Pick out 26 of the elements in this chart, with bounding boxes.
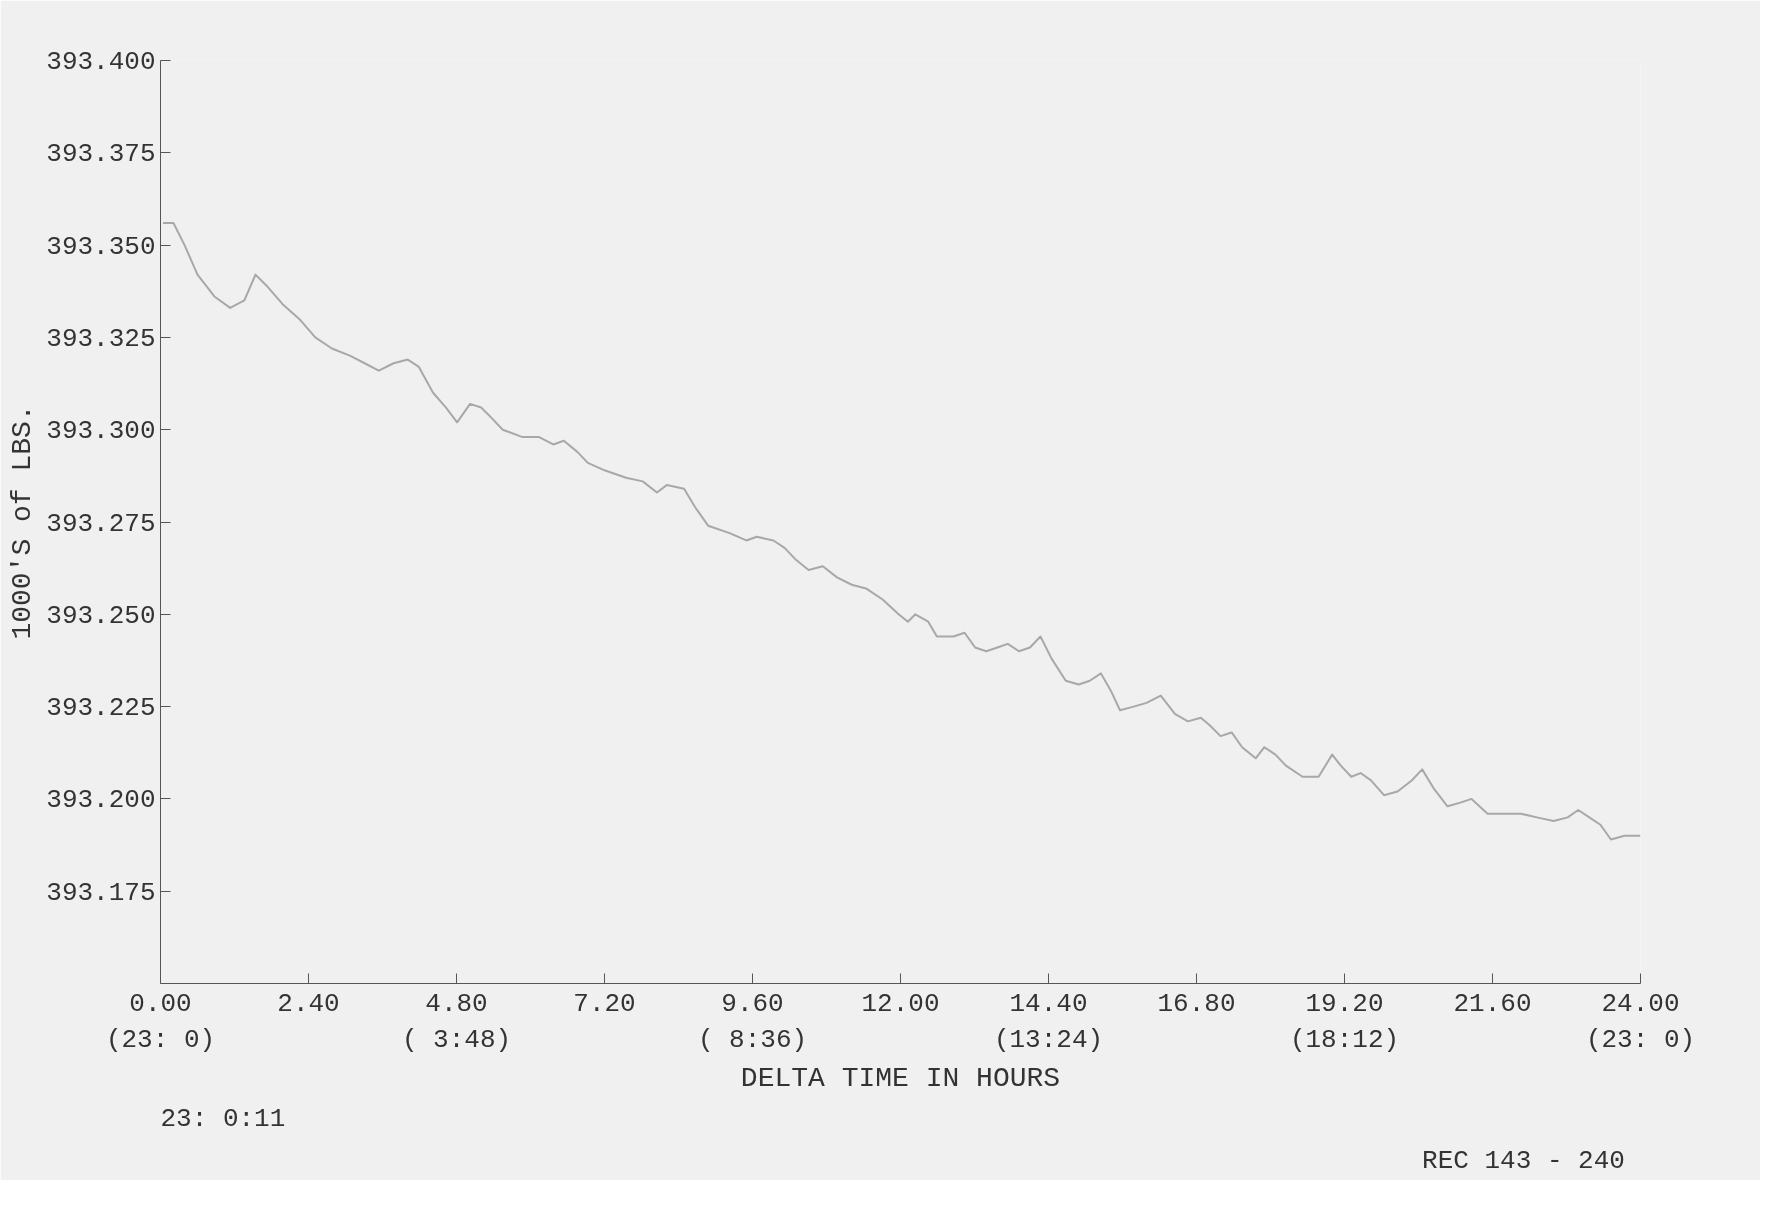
text: 23: 0:11 <box>160 1103 286 1134</box>
x-tick-label: 12.00 <box>861 988 940 1019</box>
y-tick-label: 393.375 <box>46 139 156 170</box>
y-tick-label: 393.200 <box>46 785 156 816</box>
y-tick-label: 393.225 <box>46 693 156 724</box>
text: REC 143 - 240 <box>1422 1145 1625 1176</box>
x-tick-label: 9.60 ( 8:36) <box>697 988 808 1055</box>
x-axis-title: DELTA TIME IN HOURS <box>740 1062 1061 1094</box>
y-tick-label: 393.275 <box>46 508 156 539</box>
x-tick-label: 19.20 (18:12) <box>1289 988 1400 1055</box>
y-tick-label: 393.250 <box>46 600 156 631</box>
x-tick-label: 21.60 <box>1453 988 1532 1019</box>
x-tick-label: 4.80 ( 3:48) <box>401 988 512 1055</box>
y-tick-label: 393.300 <box>46 416 156 447</box>
y-axis-title: 1000'S of LBS. <box>7 404 39 640</box>
x-tick-label: 0.00 (23: 0) <box>105 988 216 1055</box>
x-tick-label: 14.40 (13:24) <box>993 988 1104 1055</box>
y-tick-label: 393.325 <box>46 323 156 354</box>
line-series <box>161 221 1641 841</box>
x-tick-label: 16.80 <box>1157 988 1236 1019</box>
x-tick-label: 7.20 <box>573 988 636 1019</box>
x-tick-label: 24.00 (23: 0) <box>1585 988 1696 1055</box>
y-tick-label: 393.175 <box>46 877 156 908</box>
y-tick-label: 393.400 <box>46 47 156 77</box>
x-tick-label: 2.40 <box>277 988 340 1019</box>
y-tick-label: 393.350 <box>46 231 156 262</box>
